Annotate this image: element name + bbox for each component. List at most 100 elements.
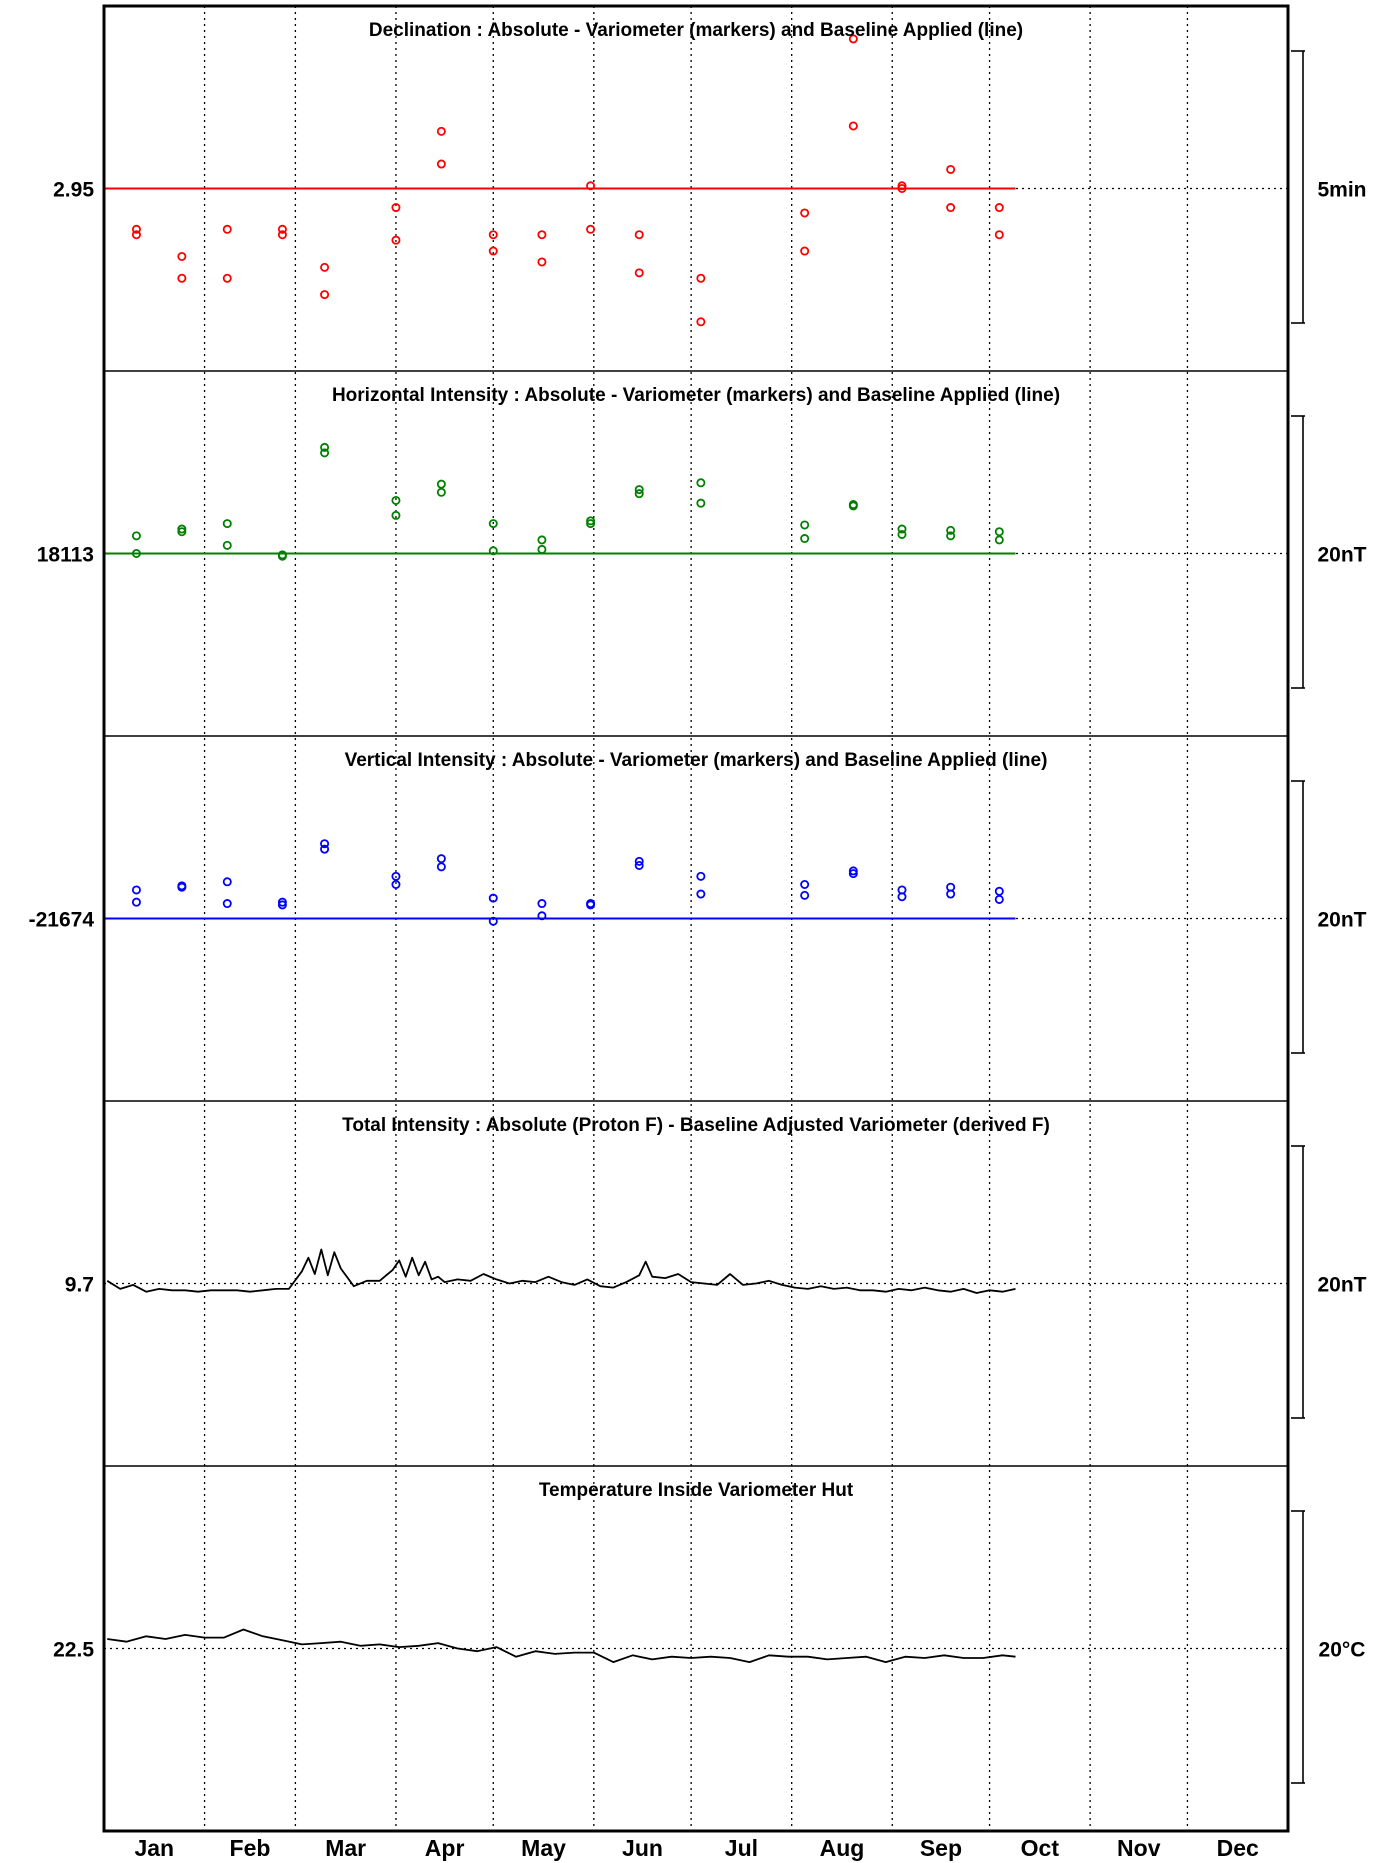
data-marker (488, 546, 498, 556)
data-marker (488, 519, 498, 529)
data-marker (897, 183, 907, 193)
data-marker (222, 224, 232, 234)
series-line (106, 1248, 1016, 1294)
data-marker (436, 487, 446, 497)
data-marker (436, 126, 446, 136)
month-tick-label: Dec (1217, 1835, 1259, 1861)
data-marker (696, 317, 706, 327)
data-marker (800, 246, 810, 256)
data-marker (634, 860, 644, 870)
data-marker (222, 899, 232, 909)
panel-title: Declination : Absolute - Variometer (mar… (369, 20, 1023, 41)
data-marker (848, 121, 858, 131)
data-marker (131, 549, 141, 559)
month-tick-label: Jul (725, 1835, 758, 1861)
month-tick-label: Jan (134, 1835, 174, 1861)
data-layer (104, 34, 1016, 1663)
data-marker (946, 531, 956, 541)
data-marker (537, 230, 547, 240)
data-marker (537, 899, 547, 909)
data-marker (537, 535, 547, 545)
data-marker (391, 871, 401, 881)
data-marker (277, 897, 287, 907)
data-marker (131, 230, 141, 240)
data-marker (897, 524, 907, 534)
data-marker (696, 478, 706, 488)
data-marker (320, 262, 330, 272)
baseline-value-label: 22.5 (53, 1639, 94, 1662)
data-marker (994, 886, 1004, 896)
data-marker (994, 230, 1004, 240)
data-marker (994, 894, 1004, 904)
month-tick-label: Mar (325, 1835, 366, 1861)
data-marker (320, 839, 330, 849)
data-marker (586, 519, 596, 529)
data-marker (320, 290, 330, 300)
series-line (107, 1628, 1016, 1663)
scale-bar-label: 20nT (1317, 544, 1366, 567)
data-marker (634, 268, 644, 278)
data-marker (391, 495, 401, 505)
baseline-value-label: 2.95 (53, 179, 94, 202)
data-marker (946, 882, 956, 892)
data-marker (634, 856, 644, 866)
data-marker (897, 181, 907, 191)
scale-bar-label: 5min (1317, 179, 1366, 202)
month-tick-label: Apr (425, 1835, 465, 1861)
month-tick-label: Aug (820, 1835, 865, 1861)
data-marker (696, 498, 706, 508)
frame-layer (102, 4, 1305, 1833)
data-marker (848, 866, 858, 876)
data-marker (277, 900, 287, 910)
data-marker (177, 527, 187, 537)
scale-bar-label: 20nT (1317, 909, 1366, 932)
panel-title: Temperature Inside Variometer Hut (539, 1480, 854, 1501)
data-marker (436, 854, 446, 864)
data-marker (634, 485, 644, 495)
data-marker (277, 224, 287, 234)
data-marker (391, 880, 401, 890)
plot-frame (102, 4, 1290, 1833)
data-marker (131, 897, 141, 907)
data-marker (634, 230, 644, 240)
data-marker (994, 527, 1004, 537)
month-tick-label: May (521, 1835, 566, 1861)
data-marker (391, 203, 401, 213)
data-marker (696, 273, 706, 283)
data-marker (994, 535, 1004, 545)
data-marker (537, 257, 547, 267)
month-tick-label: Feb (230, 1835, 271, 1861)
data-marker (800, 520, 810, 530)
data-marker (800, 880, 810, 890)
data-marker (131, 531, 141, 541)
data-marker (277, 230, 287, 240)
data-marker (320, 844, 330, 854)
month-tick-label: Oct (1021, 1835, 1060, 1861)
data-marker (696, 871, 706, 881)
data-marker (277, 551, 287, 561)
data-marker (897, 885, 907, 895)
data-marker (848, 501, 858, 511)
data-marker (177, 881, 187, 891)
data-marker (488, 230, 498, 240)
data-marker (586, 516, 596, 526)
data-marker (946, 203, 956, 213)
data-marker (994, 203, 1004, 213)
scale-bar-label: 20nT (1317, 1274, 1366, 1297)
data-marker (320, 448, 330, 458)
data-marker (586, 899, 596, 909)
data-marker (177, 524, 187, 534)
data-marker (800, 890, 810, 900)
data-marker (131, 885, 141, 895)
data-marker (177, 273, 187, 283)
data-marker (946, 164, 956, 174)
month-tick-label: Sep (920, 1835, 962, 1861)
data-marker (320, 442, 330, 452)
text-layer: Jan Feb Mar Apr May Jun Jul Aug Sep Oct Nov Dec Decl… (29, 20, 1367, 1861)
data-marker (436, 862, 446, 872)
baseline-value-label: 9.7 (65, 1274, 94, 1297)
panel-title: Vertical Intensity : Absolute - Variomet… (345, 750, 1048, 771)
data-marker (436, 479, 446, 489)
